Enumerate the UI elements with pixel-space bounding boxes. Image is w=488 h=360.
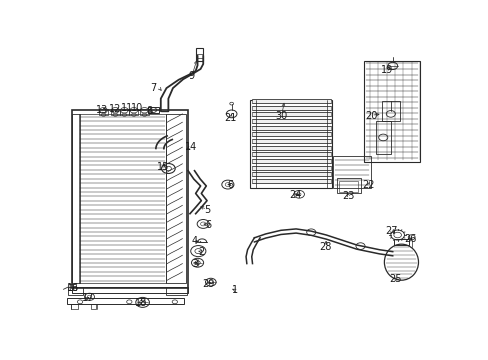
Text: 24: 24 bbox=[288, 190, 301, 200]
Text: 17: 17 bbox=[82, 293, 94, 303]
Bar bbox=[129, 109, 138, 115]
Text: 19: 19 bbox=[380, 64, 392, 75]
Bar bbox=[338, 181, 357, 192]
Text: 22: 22 bbox=[362, 180, 374, 190]
Text: 4: 4 bbox=[191, 237, 198, 246]
Text: 21: 21 bbox=[224, 113, 237, 123]
Bar bbox=[251, 166, 330, 170]
Bar bbox=[332, 156, 370, 188]
Bar bbox=[251, 126, 330, 130]
Bar bbox=[140, 109, 149, 115]
Text: 18: 18 bbox=[135, 298, 147, 308]
Text: 11: 11 bbox=[121, 103, 133, 113]
Text: 14: 14 bbox=[184, 142, 197, 152]
Text: 13: 13 bbox=[96, 105, 108, 115]
Text: 27: 27 bbox=[385, 226, 397, 236]
Bar bbox=[251, 152, 330, 156]
Bar bbox=[382, 102, 399, 121]
Bar bbox=[79, 114, 165, 283]
Text: 12: 12 bbox=[109, 104, 121, 114]
Text: 2: 2 bbox=[198, 247, 204, 257]
Bar bbox=[375, 121, 390, 154]
Bar bbox=[147, 107, 159, 113]
Bar bbox=[251, 139, 330, 143]
Bar bbox=[251, 106, 330, 110]
Text: 30: 30 bbox=[275, 111, 287, 121]
Bar bbox=[251, 132, 330, 136]
Bar bbox=[251, 159, 330, 163]
Bar bbox=[195, 48, 203, 61]
Bar bbox=[251, 112, 330, 116]
Text: 6: 6 bbox=[204, 220, 211, 230]
Bar bbox=[166, 287, 187, 294]
Text: 6: 6 bbox=[227, 180, 233, 190]
Text: 10: 10 bbox=[130, 103, 143, 113]
Text: 23: 23 bbox=[342, 191, 354, 201]
Text: 20: 20 bbox=[364, 111, 377, 121]
Bar bbox=[99, 109, 108, 115]
Bar bbox=[249, 100, 332, 188]
Text: 26: 26 bbox=[404, 234, 416, 244]
Bar bbox=[251, 146, 330, 150]
Bar bbox=[336, 178, 360, 193]
Bar bbox=[67, 298, 184, 304]
Bar bbox=[251, 172, 330, 176]
Bar bbox=[68, 287, 83, 294]
Text: 28: 28 bbox=[319, 242, 331, 252]
Text: 1: 1 bbox=[232, 285, 238, 296]
Bar bbox=[251, 99, 330, 103]
Bar bbox=[72, 114, 80, 283]
Text: 15: 15 bbox=[156, 162, 168, 172]
Text: 7: 7 bbox=[150, 82, 156, 93]
Text: 29: 29 bbox=[203, 279, 215, 289]
Bar bbox=[251, 119, 330, 123]
Text: 8: 8 bbox=[146, 106, 152, 116]
Bar bbox=[251, 179, 330, 183]
Bar bbox=[111, 109, 120, 115]
Text: 3: 3 bbox=[191, 258, 198, 269]
Text: 9: 9 bbox=[188, 71, 195, 81]
Bar bbox=[72, 287, 188, 293]
Text: 16: 16 bbox=[67, 283, 79, 293]
Bar bbox=[120, 109, 129, 115]
Text: 25: 25 bbox=[388, 274, 401, 284]
Text: 5: 5 bbox=[203, 204, 210, 215]
Bar bbox=[72, 110, 188, 288]
Bar bbox=[364, 61, 420, 162]
Bar bbox=[166, 114, 186, 283]
Bar bbox=[393, 239, 408, 245]
Bar bbox=[70, 304, 78, 309]
Bar bbox=[90, 304, 96, 309]
Bar bbox=[68, 284, 76, 291]
